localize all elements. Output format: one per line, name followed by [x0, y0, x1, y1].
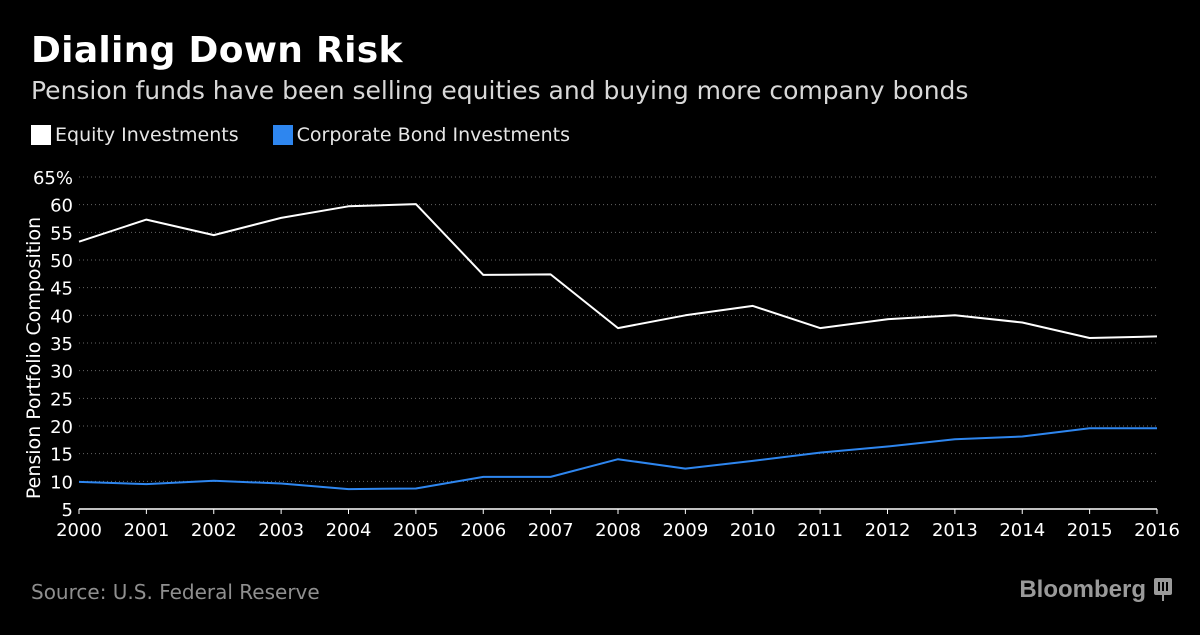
- y-tick-label: 50: [50, 251, 73, 272]
- x-tick-label: 2000: [56, 520, 102, 541]
- x-tick-label: 2009: [662, 520, 708, 541]
- legend-label-bond: Corporate Bond Investments: [296, 124, 570, 146]
- y-tick-label: 15: [50, 445, 73, 466]
- y-tick-label: 30: [50, 362, 73, 383]
- x-tick-label: 2001: [123, 520, 169, 541]
- x-tick-label: 2011: [797, 520, 843, 541]
- chart-title: Dialing Down Risk: [31, 30, 403, 71]
- legend-label-equity: Equity Investments: [55, 124, 239, 146]
- y-tick-label: 55: [50, 223, 73, 244]
- x-tick-label: 2006: [460, 520, 506, 541]
- x-tick-label: 2003: [258, 520, 304, 541]
- y-tick-label: 10: [50, 472, 73, 493]
- x-tick-label: 2004: [326, 520, 372, 541]
- source-note: Source: U.S. Federal Reserve: [31, 580, 320, 604]
- y-tick-label: 35: [50, 334, 73, 355]
- x-tick-label: 2012: [865, 520, 911, 541]
- terminal-icon: [1154, 578, 1172, 601]
- x-tick-label: 2010: [730, 520, 776, 541]
- brand-text: Bloomberg: [1019, 576, 1146, 603]
- x-tick-label: 2007: [528, 520, 574, 541]
- x-tick-label: 2015: [1067, 520, 1113, 541]
- y-tick-label: 5: [62, 500, 73, 521]
- y-tick-label: 60: [50, 196, 73, 217]
- legend-swatch-equity: [31, 125, 51, 145]
- x-tick-label: 2002: [191, 520, 237, 541]
- x-tick-label: 2008: [595, 520, 641, 541]
- chart-subtitle: Pension funds have been selling equities…: [31, 76, 969, 105]
- y-tick-label: 40: [50, 306, 73, 327]
- equity-line: [78, 203, 1158, 339]
- x-tick-label: 2013: [932, 520, 978, 541]
- y-tick-label: 45: [50, 279, 73, 300]
- legend-swatch-bond: [272, 125, 293, 145]
- y-axis-title: Pension Portfolio Composition: [23, 217, 45, 499]
- x-tick-label: 2005: [393, 520, 439, 541]
- bloomberg-logo: Bloomberg: [1019, 576, 1172, 604]
- y-tick-label: 65%: [33, 168, 73, 189]
- y-tick-label: 25: [50, 389, 73, 410]
- legend: Equity Investments Corporate Bond Invest…: [31, 124, 604, 146]
- legend-item-bond: Corporate Bond Investments: [272, 124, 570, 146]
- x-tick-label: 2014: [999, 520, 1045, 541]
- bond-line: [78, 427, 1157, 491]
- legend-item-equity: Equity Investments: [31, 124, 239, 146]
- x-tick-label: 2016: [1134, 520, 1180, 541]
- y-tick-label: 20: [50, 417, 73, 438]
